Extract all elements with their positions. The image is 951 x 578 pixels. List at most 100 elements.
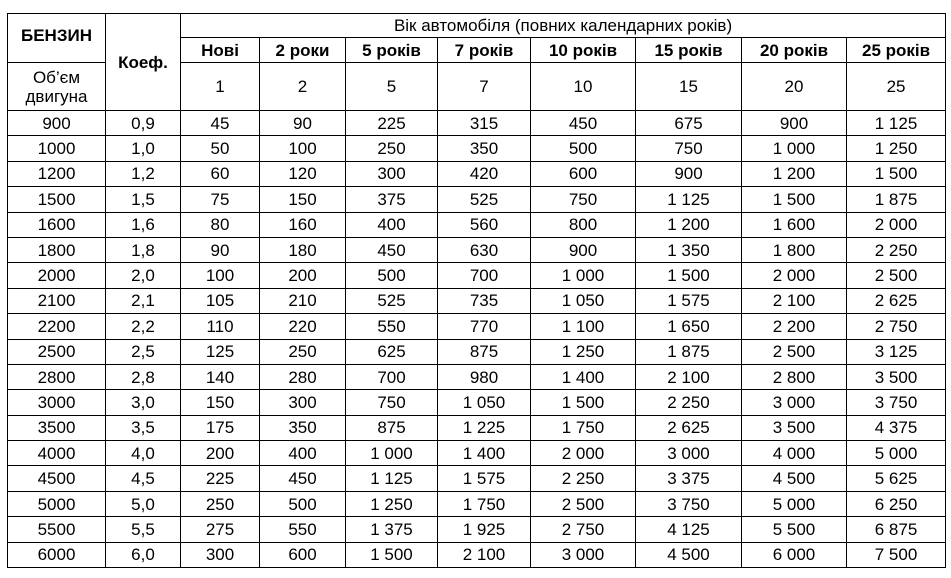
rate-cell: 1 500 — [635, 262, 742, 289]
rate-cell: 4 500 — [635, 541, 742, 569]
rate-cell: 450 — [530, 109, 636, 137]
rate-cell: 5 000 — [741, 490, 847, 518]
engine-volume-cell: 900 — [7, 109, 106, 137]
coef-cell: 5,5 — [105, 516, 181, 543]
rate-cell: 1 125 — [635, 186, 742, 213]
engine-volume-cell: 2100 — [7, 287, 106, 315]
rate-cell: 250 — [180, 490, 260, 518]
rate-cell: 300 — [345, 160, 438, 188]
rate-cell: 2 250 — [530, 465, 636, 492]
rate-cell: 1 400 — [437, 440, 531, 467]
rate-cell: 150 — [259, 186, 346, 213]
excise-rate-table: БЕНЗИН Коеф. Вік автомобіля (повних кале… — [7, 13, 947, 569]
rate-cell: 1 500 — [741, 186, 847, 213]
rate-cell: 200 — [180, 440, 260, 467]
rate-cell: 550 — [345, 313, 438, 340]
rate-cell: 400 — [259, 440, 346, 467]
age-header: 7 років — [437, 37, 531, 63]
rate-cell: 275 — [180, 516, 260, 543]
table-row: 2800 2,8 140 280 700 980 1 400 2 100 2 800 3 500 — [7, 363, 947, 391]
rate-cell: 900 — [741, 109, 847, 137]
table-row: 1200 1,2 60 120 300 420 600 900 1 200 1 500 — [7, 160, 947, 188]
rate-cell: 6 000 — [741, 541, 847, 569]
rate-cell: 2 250 — [635, 389, 742, 416]
coef-cell: 5,0 — [105, 490, 181, 518]
rate-cell: 140 — [180, 363, 260, 391]
rate-cell: 1 250 — [845, 135, 947, 162]
engine-volume-cell: 1000 — [7, 135, 106, 162]
rate-cell: 45 — [180, 109, 260, 137]
rate-cell: 625 — [345, 338, 438, 365]
rate-cell: 500 — [345, 262, 438, 289]
rate-cell: 3 750 — [845, 389, 947, 416]
engine-volume-cell: 2000 — [7, 262, 106, 289]
engine-volume-cell: 4000 — [7, 440, 106, 467]
rate-cell: 90 — [259, 109, 346, 137]
rate-cell: 2 500 — [530, 490, 636, 518]
rate-cell: 1 500 — [530, 389, 636, 416]
rate-cell: 2 500 — [741, 338, 847, 365]
age-group-title: Вік автомобіля (повних календарних років… — [179, 13, 947, 38]
rate-cell: 100 — [259, 135, 346, 162]
rate-cell: 2 625 — [845, 287, 947, 315]
coef-cell: 2,2 — [105, 313, 181, 340]
rate-cell: 2 625 — [635, 414, 742, 442]
table-row: 5500 5,5 275 550 1 375 1 925 2 750 4 125 5 500 6 … — [7, 516, 947, 543]
rate-cell: 875 — [345, 414, 438, 442]
table-row: 900 0,9 45 90 225 315 450 675 900 1 125 — [7, 109, 947, 137]
fuel-type-header: БЕНЗИН — [7, 13, 106, 63]
rate-cell: 1 250 — [345, 490, 438, 518]
rate-cell: 150 — [180, 389, 260, 416]
age-value: 10 — [530, 62, 636, 111]
rate-cell: 2 000 — [845, 211, 947, 238]
rate-cell: 875 — [437, 338, 531, 365]
age-header: 15 років — [635, 37, 742, 63]
rate-cell: 2 100 — [741, 287, 847, 315]
rate-cell: 1 050 — [437, 389, 531, 416]
table-row: 2200 2,2 110 220 550 770 1 100 1 650 2 200 2 750 — [7, 313, 947, 340]
rate-cell: 1 225 — [437, 414, 531, 442]
rate-cell: 3 000 — [530, 541, 636, 569]
rate-cell: 3 500 — [845, 363, 947, 391]
age-header: 20 років — [741, 37, 847, 63]
rate-cell: 550 — [259, 516, 346, 543]
rate-cell: 2 200 — [741, 313, 847, 340]
rate-cell: 1 575 — [635, 287, 742, 315]
rate-cell: 1 375 — [345, 516, 438, 543]
coef-cell: 6,0 — [105, 541, 181, 569]
rate-cell: 250 — [345, 135, 438, 162]
rate-cell: 50 — [180, 135, 260, 162]
rate-cell: 2 000 — [741, 262, 847, 289]
rate-cell: 7 500 — [845, 541, 947, 569]
coef-cell: 2,8 — [105, 363, 181, 391]
rate-cell: 1 200 — [741, 160, 847, 188]
rate-cell: 110 — [180, 313, 260, 340]
table-row: 2100 2,1 105 210 525 735 1 050 1 575 2 100 2 625 — [7, 287, 947, 315]
rate-cell: 4 375 — [845, 414, 947, 442]
rate-cell: 980 — [437, 363, 531, 391]
rate-cell: 700 — [437, 262, 531, 289]
rate-cell: 200 — [259, 262, 346, 289]
engine-volume-cell: 5500 — [7, 516, 106, 543]
rate-cell: 500 — [259, 490, 346, 518]
rate-cell: 2 750 — [845, 313, 947, 340]
engine-volume-cell: 2500 — [7, 338, 106, 365]
rate-cell: 105 — [180, 287, 260, 315]
table-row: 1000 1,0 50 100 250 350 500 750 1 000 1 250 — [7, 135, 947, 162]
coef-cell: 1,0 — [105, 135, 181, 162]
rate-cell: 2 500 — [845, 262, 947, 289]
rate-cell: 5 000 — [845, 440, 947, 467]
engine-volume-cell: 2200 — [7, 313, 106, 340]
rate-cell: 60 — [180, 160, 260, 188]
rate-cell: 600 — [259, 541, 346, 569]
rate-cell: 180 — [259, 236, 346, 264]
table-row: 4500 4,5 225 450 1 125 1 575 2 250 3 375 4 500 5 … — [7, 465, 947, 492]
age-value: 1 — [180, 62, 260, 111]
rate-cell: 750 — [345, 389, 438, 416]
age-value: 5 — [345, 62, 438, 111]
coef-cell: 3,0 — [105, 389, 181, 416]
table-row: 2500 2,5 125 250 625 875 1 250 1 875 2 500 3 125 — [7, 338, 947, 365]
rate-cell: 225 — [345, 109, 438, 137]
rate-cell: 280 — [259, 363, 346, 391]
engine-volume-cell: 3500 — [7, 414, 106, 442]
